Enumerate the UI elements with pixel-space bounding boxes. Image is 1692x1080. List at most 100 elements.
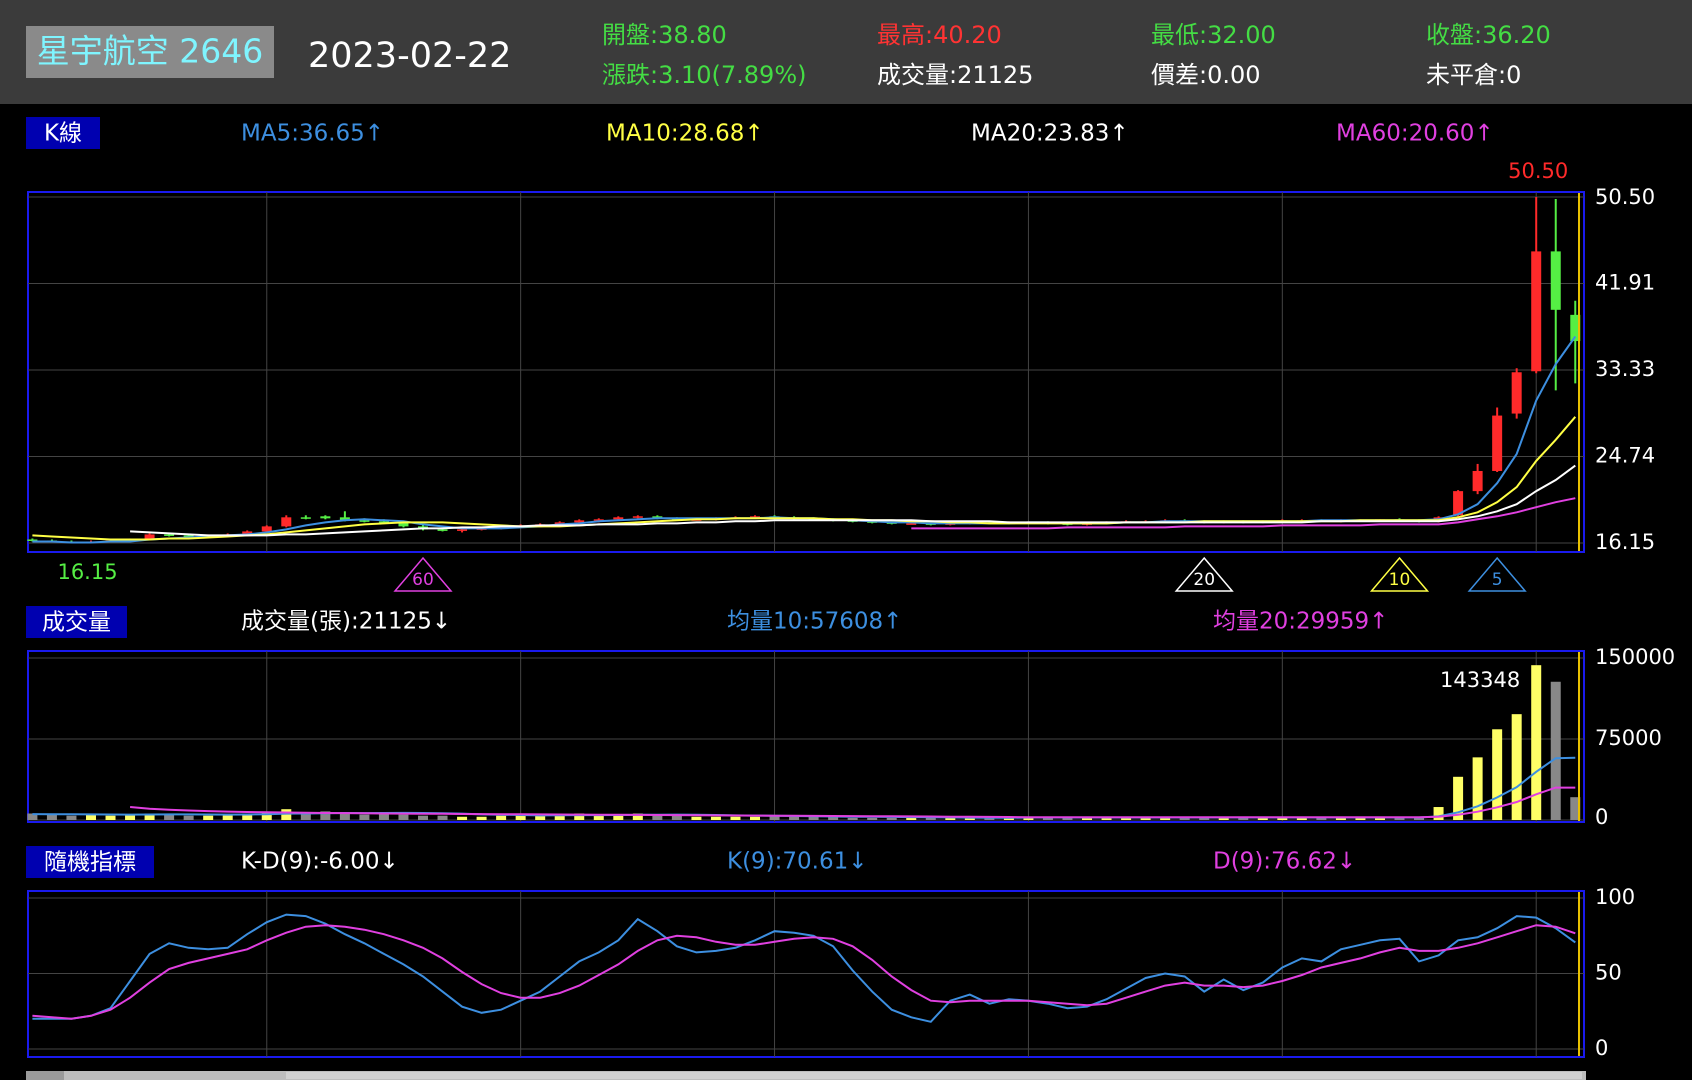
candle-body — [1492, 415, 1503, 471]
candle-body — [164, 534, 175, 536]
legend-entry: D(9):76.62↓ — [1213, 849, 1356, 875]
candle-body — [1570, 314, 1581, 342]
quote: 最高:40.20 — [877, 21, 1002, 49]
volume-bar — [1179, 817, 1190, 820]
volume-bar — [300, 813, 311, 820]
y-tick-label: 41.91 — [1595, 271, 1655, 295]
candle-body — [437, 529, 448, 531]
candle-body — [554, 522, 565, 525]
period-marker — [1174, 556, 1234, 592]
series-line — [32, 924, 1576, 1020]
volume-bar — [1472, 757, 1483, 820]
period-marker-label: 20 — [1193, 570, 1215, 590]
volume-bar — [418, 815, 428, 820]
volume-bar — [1550, 681, 1561, 820]
y-tick-label: 16.15 — [1595, 530, 1655, 554]
candle-body — [183, 535, 194, 537]
period-marker-label: 60 — [412, 570, 434, 590]
candle-body — [457, 529, 468, 531]
volume-bar — [574, 813, 585, 820]
scrollbar-button[interactable] — [26, 1071, 64, 1080]
volume-bar — [164, 814, 175, 820]
volume-bar — [828, 816, 839, 820]
quote: 開盤:38.80 — [602, 21, 727, 49]
y-tick-label: 75000 — [1595, 726, 1662, 750]
y-tick-label: 0 — [1595, 1036, 1608, 1060]
volume-bar — [1394, 817, 1405, 820]
volume-bar — [925, 817, 936, 820]
candle-body — [261, 526, 272, 532]
volume-bar — [671, 815, 682, 820]
candle-body — [1472, 470, 1483, 492]
volume-bar — [203, 815, 214, 820]
period-marker-label: 10 — [1389, 570, 1411, 590]
volume-bar — [1003, 817, 1014, 820]
volume-bar — [85, 814, 96, 820]
legend-entry: MA60:20.60↑ — [1336, 121, 1494, 147]
legend-entry: 均量10:57608↑ — [727, 609, 902, 635]
date: 2023-02-22 — [308, 36, 511, 76]
volume-bar — [1511, 714, 1522, 820]
volume-bar — [144, 813, 155, 820]
candle-body — [613, 517, 624, 520]
period-marker — [1369, 556, 1430, 592]
panel-tab — [26, 606, 127, 638]
legend-entry: 成交量(張):21125↓ — [241, 609, 451, 635]
volume-bar — [1121, 817, 1132, 820]
title-box — [26, 26, 274, 78]
candle-body — [574, 520, 585, 523]
volume-bar — [1257, 817, 1268, 820]
candle-body — [300, 517, 311, 519]
volume-bar — [808, 816, 819, 820]
volume-bar — [339, 812, 350, 820]
panel-tab-label: 成交量 — [42, 610, 111, 636]
volume-bar — [847, 817, 858, 820]
volume-bar — [1374, 817, 1385, 820]
candle-body — [1550, 251, 1561, 310]
volume-bar — [554, 814, 565, 820]
volume-bar — [1453, 776, 1464, 820]
volume-bar — [27, 813, 38, 820]
volume-bar — [984, 817, 995, 820]
candle-body — [378, 521, 389, 523]
y-tick-label: 24.74 — [1595, 443, 1655, 467]
legend-entry: K-D(9):-6.00↓ — [241, 849, 399, 875]
min-price-label: 16.15 — [57, 560, 117, 584]
candle-body — [359, 520, 370, 522]
volume-bar — [964, 817, 975, 820]
volume-bar — [437, 815, 448, 820]
candle-body — [281, 517, 292, 527]
header-bar — [0, 0, 1692, 104]
quote: 漲跌:3.10(7.89%) — [602, 61, 807, 89]
volume-bar — [125, 814, 136, 820]
series-line — [130, 464, 1576, 537]
volume-bar — [1570, 797, 1581, 820]
volume-bar — [378, 813, 389, 820]
y-tick-label: 50 — [1595, 961, 1622, 985]
stock-title: 星宇航空 2646 — [37, 32, 263, 71]
volume-bar — [1062, 817, 1073, 820]
candle-body — [242, 531, 253, 535]
volume-bar — [1238, 817, 1249, 820]
volume-bar — [750, 816, 761, 820]
volume-bar — [261, 812, 272, 820]
period-marker — [393, 556, 453, 592]
legend-entry: K(9):70.61↓ — [727, 849, 868, 875]
plot-area — [27, 650, 1585, 823]
volume-bar — [632, 813, 643, 820]
scrollbar-thumb[interactable] — [286, 1072, 1582, 1079]
y-tick-label: 0 — [1595, 805, 1608, 829]
volume-bar — [320, 811, 331, 820]
volume-bar — [66, 815, 77, 820]
volume-bar — [1492, 729, 1503, 820]
volume-bar — [398, 814, 409, 820]
volume-bar — [1140, 817, 1151, 820]
volume-bar — [886, 817, 897, 820]
candle-body — [144, 534, 155, 540]
quote: 未平倉:0 — [1426, 61, 1521, 89]
y-tick-label: 33.33 — [1595, 357, 1655, 381]
volume-bar — [222, 814, 233, 820]
panel-tab-label: 隨機指標 — [44, 850, 136, 876]
candle-body — [339, 517, 350, 521]
